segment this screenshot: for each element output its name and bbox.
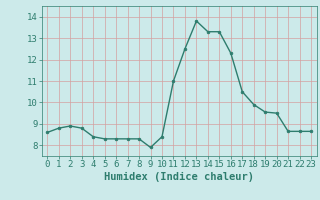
X-axis label: Humidex (Indice chaleur): Humidex (Indice chaleur) — [104, 172, 254, 182]
